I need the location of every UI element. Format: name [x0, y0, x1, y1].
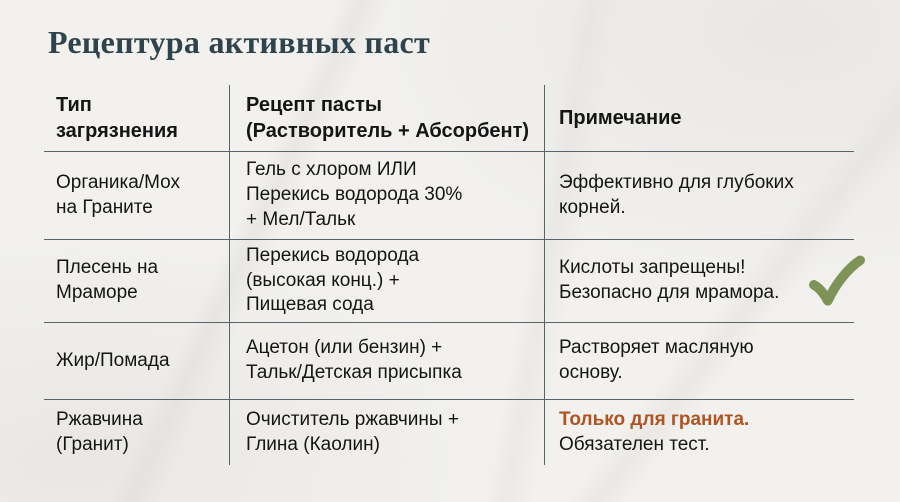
row-mold-note-text: Кислоты запрещены! Безопасно для мрамора…: [559, 257, 780, 303]
header-recipe: Рецепт пасты (Растворитель + Абсорбент): [230, 85, 545, 152]
row-organics-note: Эффективно для глубоких корней.: [545, 152, 854, 240]
row-grease-note: Растворяет масляную основу.: [545, 323, 854, 400]
row-rust-note-text: Обязателен тест.: [559, 433, 710, 455]
row-grease-type: Жир/Помада: [44, 323, 230, 400]
row-mold-recipe: Перекись водорода (высокая конц.) + Пище…: [230, 240, 545, 323]
row-rust-type: Ржавчина (Гранит): [44, 400, 230, 465]
row-grease-recipe: Ацетон (или бензин) + Тальк/Детская прис…: [230, 323, 545, 400]
page-title: Рецептура активных паст: [48, 24, 431, 60]
row-rust-recipe: Очиститель ржавчины + Глина (Каолин): [230, 400, 545, 465]
row-mold-note: Кислоты запрещены! Безопасно для мрамора…: [545, 240, 865, 323]
row-organics-recipe: Гель с хлором ИЛИ Перекись водорода 30% …: [230, 152, 545, 240]
checkmark-icon: [809, 255, 865, 306]
header-type: Тип загрязнения: [44, 85, 230, 152]
row-rust-note-highlight: Только для гранита.: [559, 408, 750, 430]
row-mold-type: Плесень на Мраморе: [44, 240, 230, 323]
row-organics-type: Органика/Мох на Граните: [44, 152, 230, 240]
recipe-table: Тип загрязнения Рецепт пасты (Растворите…: [44, 85, 865, 465]
row-rust-note: Только для гранита. Обязателен тест.: [545, 400, 854, 465]
header-note: Примечание: [545, 85, 854, 152]
